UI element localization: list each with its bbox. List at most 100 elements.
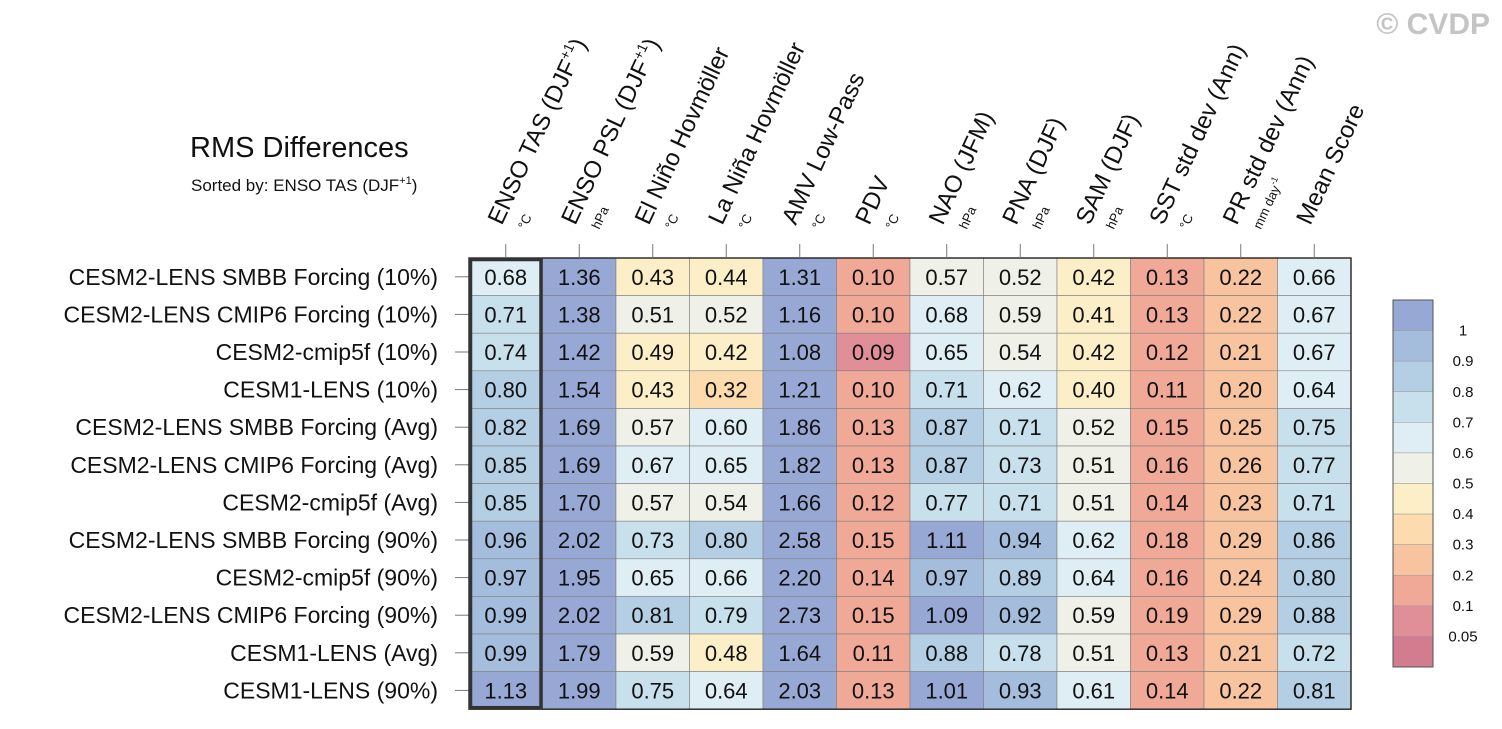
colorbar-tick-label: 1 xyxy=(1459,323,1467,340)
row-label-cesm1-lens-avg: CESM1-LENS (Avg) xyxy=(230,640,438,666)
cell-value: 0.74 xyxy=(484,340,527,365)
row-label-cesm2-lens-smbb-forcing-10: CESM2-LENS SMBB Forcing (10%) xyxy=(69,264,438,290)
cell-value: 0.13 xyxy=(852,678,895,703)
cell-value: 0.25 xyxy=(1219,415,1262,440)
cell-value: 0.13 xyxy=(1146,302,1189,327)
cell-value: 1.38 xyxy=(558,302,601,327)
heatmap-cell-r0-c4 xyxy=(762,257,837,296)
cell-value: 1.36 xyxy=(558,265,601,290)
cell-value: 0.10 xyxy=(852,265,895,290)
row-label-cesm2-cmip5f-10: CESM2-cmip5f (10%) xyxy=(216,339,438,365)
heatmap-cell-r10-c11 xyxy=(1277,633,1352,672)
colorbar-tick-label: 0.5 xyxy=(1453,476,1474,493)
cell-value: 0.93 xyxy=(999,678,1042,703)
heatmap-cell-r11-c4 xyxy=(762,671,837,710)
heatmap-cell-r9-c11 xyxy=(1277,596,1352,635)
cell-value: 0.87 xyxy=(925,415,968,440)
cell-value: 0.71 xyxy=(484,302,527,327)
heatmap-cell-r4-c9 xyxy=(1130,408,1205,447)
column-unit-main: °C xyxy=(735,212,755,232)
cell-value: 0.11 xyxy=(1147,378,1188,403)
colorbar-tick-label: 0.7 xyxy=(1453,414,1474,431)
colorbar-swatch xyxy=(1392,391,1434,423)
cell-value: 0.15 xyxy=(1146,415,1189,440)
row-label-cesm2-lens-cmip6-forcing-avg: CESM2-LENS CMIP6 Forcing (Avg) xyxy=(70,452,438,478)
cell-value: 0.15 xyxy=(852,528,895,553)
heatmap-cell-r6-c11 xyxy=(1277,483,1352,522)
cell-value: 1.09 xyxy=(925,603,968,628)
column-unit-text: °C xyxy=(1176,212,1196,232)
cell-value: 0.72 xyxy=(1293,641,1336,666)
heatmap-cell-r6-c6 xyxy=(909,483,984,522)
cell-value: 0.61 xyxy=(1072,678,1115,703)
heatmap-cell-r9-c3 xyxy=(689,596,764,635)
row-label-cesm2-lens-cmip6-forcing-10: CESM2-LENS CMIP6 Forcing (10%) xyxy=(64,301,439,327)
cell-value: 2.02 xyxy=(558,603,601,628)
cell-value: 0.21 xyxy=(1219,340,1262,365)
column-unit-text: °C xyxy=(809,212,829,232)
cell-value: 0.78 xyxy=(999,641,1042,666)
heatmap-cell-r9-c0 xyxy=(468,596,543,635)
colorbar-swatch xyxy=(1392,330,1434,362)
heatmap-cell-r2-c5 xyxy=(836,332,911,372)
row-label-cesm1-lens-10: CESM1-LENS (10%) xyxy=(223,377,438,403)
heatmap-cell-r2-c11 xyxy=(1277,332,1352,372)
cell-value: 0.19 xyxy=(1146,603,1189,628)
colorbar-swatch xyxy=(1392,575,1434,607)
cell-value: 1.54 xyxy=(558,378,601,403)
cell-value: 1.01 xyxy=(925,678,968,703)
cell-value: 0.10 xyxy=(852,302,895,327)
column-unit: hPa xyxy=(1103,203,1127,231)
heatmap-cell-r8-c1 xyxy=(542,558,617,597)
heatmap-cell-r3-c4 xyxy=(762,370,837,409)
heatmap-cell-r10-c5 xyxy=(836,633,911,672)
cell-value: 0.44 xyxy=(705,265,748,290)
cell-value: 1.79 xyxy=(558,641,601,666)
column-label-main: SAM (DJF) xyxy=(1071,110,1146,229)
heatmap-frame xyxy=(468,244,1352,710)
cell-value: 0.09 xyxy=(852,340,895,365)
cell-value: 0.48 xyxy=(705,641,748,666)
subtitle-superscript: +1 xyxy=(399,175,412,187)
column-label-nao-jfm: NAO (JFM) xyxy=(924,107,1000,228)
sorted-column-highlight xyxy=(468,257,543,710)
cell-value: 0.11 xyxy=(853,641,894,666)
cell-value: 0.52 xyxy=(705,302,748,327)
heatmap-cell-r0-c2 xyxy=(615,257,690,296)
cell-value: 1.95 xyxy=(558,566,601,591)
cell-value: 0.71 xyxy=(925,378,968,403)
colorbar-swatch xyxy=(1392,636,1434,668)
cell-value: 0.89 xyxy=(999,566,1042,591)
column-unit-main: hPa xyxy=(1029,203,1053,231)
cell-value: 0.59 xyxy=(999,302,1042,327)
cell-value: 0.10 xyxy=(852,378,895,403)
cell-value: 1.70 xyxy=(558,490,601,515)
colorbar-tick-label: 0.05 xyxy=(1448,628,1477,645)
heatmap-cell-r3-c6 xyxy=(909,370,984,409)
heatmap-cell-r7-c6 xyxy=(909,520,984,560)
cell-value: 0.49 xyxy=(631,340,674,365)
cell-value: 0.16 xyxy=(1146,566,1189,591)
heatmap-cell-r8-c10 xyxy=(1203,558,1278,597)
heatmap-cell-r5-c7 xyxy=(983,445,1058,484)
cell-value: 0.82 xyxy=(484,415,527,440)
cell-value: 0.23 xyxy=(1219,490,1262,515)
heatmap-cell-r5-c9 xyxy=(1130,445,1205,484)
cell-value: 0.85 xyxy=(484,490,527,515)
cell-value: 1.11 xyxy=(926,528,967,553)
colorbar-tick-label: 0.3 xyxy=(1453,537,1474,554)
cell-value: 0.80 xyxy=(1293,566,1336,591)
column-unit-main: °C xyxy=(515,212,535,232)
cell-value: 0.88 xyxy=(1293,603,1336,628)
heatmap-cells: 0.68 1.36 0.43 0.44 1.31 0.10 0.57 0.52 0.42 0.13… xyxy=(468,257,1352,710)
cell-value: 2.58 xyxy=(778,528,821,553)
heatmap-cell-r4-c1 xyxy=(542,408,617,447)
heatmap-cell-r11-c11 xyxy=(1277,671,1352,710)
heatmap-cell-r8-c5 xyxy=(836,558,911,597)
heatmap-cell-r1-c9 xyxy=(1130,295,1205,334)
column-label-text: NAO (JFM) xyxy=(924,107,1000,228)
cell-value: 1.86 xyxy=(778,415,821,440)
cell-value: 0.57 xyxy=(925,265,968,290)
cell-value: 2.02 xyxy=(558,528,601,553)
cell-value: 0.18 xyxy=(1146,528,1189,553)
